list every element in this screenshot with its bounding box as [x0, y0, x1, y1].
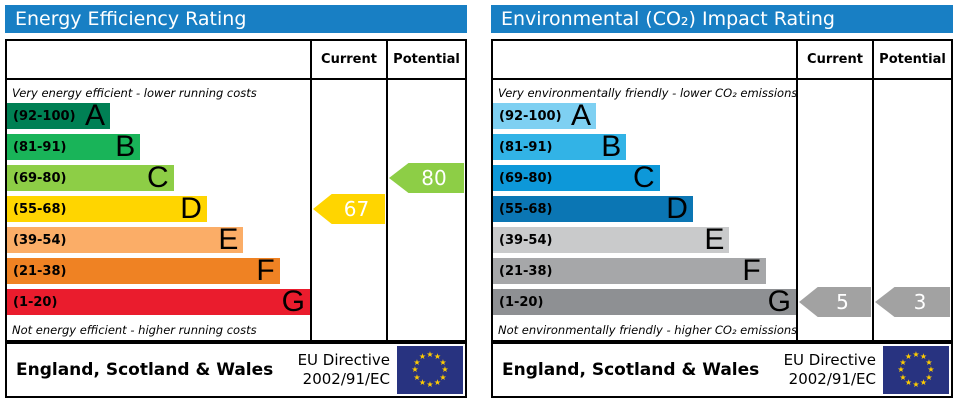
band-row: (81-91) B: [7, 130, 310, 165]
potential-rating-arrow: 80: [389, 163, 464, 193]
band-range-label: (1-20): [499, 294, 544, 310]
rating-scale: Very energy efficient - lower running co…: [7, 80, 310, 340]
band-row: (1-20) G: [493, 285, 796, 320]
band-bar-d: (55-68) D: [493, 192, 693, 225]
eu-flag: ★ ★ ★ ★ ★ ★ ★ ★ ★ ★ ★ ★: [883, 346, 949, 394]
band-range-label: (92-100): [13, 108, 76, 124]
band-range-label: (81-91): [13, 139, 67, 155]
band-row: (81-91) B: [493, 130, 796, 165]
eu-directive-line2: 2002/91/EC: [302, 370, 390, 388]
band-bar-a: (92-100) A: [493, 99, 597, 132]
band-range-label: (69-80): [499, 170, 553, 186]
band-letter: F: [742, 254, 761, 287]
band-range-label: (21-38): [13, 263, 67, 279]
current-column-header: Current: [796, 41, 872, 80]
current-rating-value: 67: [343, 197, 370, 221]
band-letter: B: [601, 130, 622, 163]
band-row: (69-80) C: [7, 161, 310, 196]
band-letter: B: [115, 130, 136, 163]
region-label: England, Scotland & Wales: [502, 360, 760, 380]
eu-directive-line1: EU Directive: [783, 350, 876, 369]
band-letter: E: [704, 223, 725, 256]
current-column-header: Current: [310, 41, 386, 80]
panel-footer: England, Scotland & Wales EU Directive 2…: [491, 342, 953, 398]
band-bar-c: (69-80) C: [493, 161, 660, 194]
panel-title: Energy Efficiency Rating: [5, 5, 467, 33]
band-range-label: (1-20): [13, 294, 58, 310]
current-rating-column: 67: [310, 80, 386, 340]
band-letter: C: [632, 161, 655, 194]
band-bar-b: (81-91) B: [7, 130, 141, 163]
band-range-label: (92-100): [499, 108, 562, 124]
band-bar-e: (39-54) E: [7, 223, 244, 256]
band-range-label: (55-68): [13, 201, 67, 217]
eu-directive-label: EU Directive 2002/91/EC: [784, 351, 883, 390]
band-row: (55-68) D: [493, 192, 796, 227]
energy-efficiency-rating-panel: Energy Efficiency Rating Current Potenti…: [5, 5, 467, 398]
band-row: (21-38) F: [7, 254, 310, 289]
eu-directive-line2: 2002/91/EC: [788, 370, 876, 388]
panel-footer: England, Scotland & Wales EU Directive 2…: [5, 342, 467, 398]
band-range-label: (69-80): [13, 170, 67, 186]
band-bar-d: (55-68) D: [7, 192, 207, 225]
band-bar-c: (69-80) C: [7, 161, 174, 194]
caption-top: Very energy efficient - lower running co…: [12, 85, 257, 100]
panel-title: Environmental (CO₂) Impact Rating: [491, 5, 953, 33]
table-corner-cell: [493, 41, 796, 80]
region-label: England, Scotland & Wales: [16, 360, 274, 380]
band-row: (39-54) E: [7, 223, 310, 258]
current-rating-arrow: 67: [313, 194, 385, 224]
current-rating-column: 5: [796, 80, 872, 340]
band-letter: F: [256, 254, 275, 287]
band-range-label: (21-38): [499, 263, 553, 279]
band-letter: A: [85, 99, 106, 132]
current-rating-value: 5: [836, 290, 849, 314]
band-bar-b: (81-91) B: [493, 130, 627, 163]
band-row: (21-38) F: [493, 254, 796, 289]
band-letter: G: [767, 285, 791, 318]
band-letter: C: [146, 161, 169, 194]
caption-top: Very environmentally friendly - lower CO…: [498, 85, 796, 100]
band-row: (69-80) C: [493, 161, 796, 196]
band-range-label: (81-91): [499, 139, 553, 155]
band-range-label: (39-54): [13, 232, 67, 248]
environmental-impact-rating-panel: Environmental (CO₂) Impact Rating Curren…: [491, 5, 953, 398]
band-letter: E: [218, 223, 239, 256]
potential-rating-value: 3: [913, 290, 927, 314]
potential-rating-column: 3: [872, 80, 951, 340]
band-bar-a: (92-100) A: [7, 99, 111, 132]
eu-directive-line1: EU Directive: [297, 350, 390, 369]
table-corner-cell: [7, 41, 310, 80]
potential-rating-value: 80: [421, 166, 447, 190]
band-letter: D: [666, 192, 688, 225]
rating-table: Current Potential Very energy efficient …: [5, 39, 467, 342]
band-row: (1-20) G: [7, 285, 310, 320]
band-row: (55-68) D: [7, 192, 310, 227]
band-letter: G: [281, 285, 305, 318]
band-row: (92-100) A: [7, 99, 310, 134]
potential-column-header: Potential: [386, 41, 465, 80]
band-bar-f: (21-38) F: [493, 254, 766, 287]
band-bar-g: (1-20) G: [493, 285, 796, 318]
band-bar-f: (21-38) F: [7, 254, 280, 287]
potential-rating-column: 80: [386, 80, 465, 340]
band-row: (92-100) A: [493, 99, 796, 134]
band-letter: A: [571, 99, 592, 132]
band-letter: D: [180, 192, 202, 225]
caption-bottom: Not energy efficient - higher running co…: [12, 323, 257, 337]
eu-flag: ★ ★ ★ ★ ★ ★ ★ ★ ★ ★ ★ ★: [397, 346, 463, 394]
band-bar-e: (39-54) E: [493, 223, 730, 256]
eu-directive-label: EU Directive 2002/91/EC: [298, 351, 397, 390]
caption-bottom: Not environmentally friendly - higher CO…: [498, 323, 796, 337]
band-range-label: (39-54): [499, 232, 553, 248]
band-row: (39-54) E: [493, 223, 796, 258]
potential-column-header: Potential: [872, 41, 951, 80]
potential-rating-arrow: 3: [875, 287, 950, 317]
band-bar-g: (1-20) G: [7, 285, 310, 318]
band-range-label: (55-68): [499, 201, 553, 217]
rating-scale: Very environmentally friendly - lower CO…: [493, 80, 796, 340]
current-rating-arrow: 5: [799, 287, 871, 317]
rating-table: Current Potential Very environmentally f…: [491, 39, 953, 342]
